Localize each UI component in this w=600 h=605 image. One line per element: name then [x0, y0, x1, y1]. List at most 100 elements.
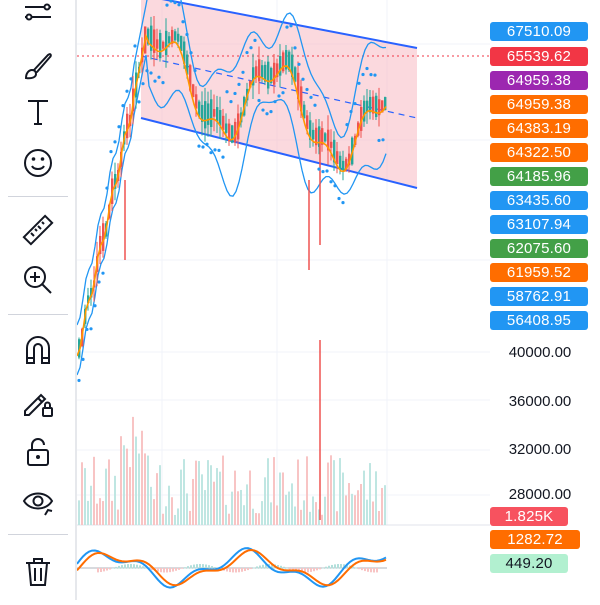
- volume-bar: [90, 485, 92, 525]
- candle-body: [174, 31, 177, 41]
- macd-histogram-bar: [343, 564, 345, 569]
- sar-dot: [185, 32, 189, 37]
- macd-histogram-bar: [283, 566, 285, 569]
- macd-histogram-bar: [340, 564, 342, 569]
- candle-body: [327, 129, 330, 151]
- candle-body: [330, 141, 333, 148]
- price-scale[interactable]: 67510.09 65539.62 64959.38 64959.38 6438…: [490, 0, 600, 600]
- macd-histogram-bar: [364, 568, 366, 572]
- sar-dot: [313, 103, 317, 107]
- volume-bar: [213, 481, 215, 525]
- sar-dot: [177, 3, 181, 7]
- macd-histogram-bar: [322, 567, 324, 569]
- candle-body: [231, 125, 234, 143]
- sar-dot: [365, 66, 369, 71]
- volume-bar: [264, 477, 266, 525]
- sar-dot: [197, 144, 201, 148]
- macd-histogram-bar: [169, 568, 171, 573]
- macd-histogram-bar: [178, 568, 180, 570]
- macd-histogram-bar: [208, 565, 210, 569]
- sar-dot: [377, 138, 381, 143]
- volume-bar: [252, 508, 254, 525]
- macd-histogram-bar: [184, 567, 186, 569]
- volume-bar: [123, 445, 125, 525]
- volume-bar: [381, 487, 383, 525]
- volume-bar: [330, 455, 332, 525]
- sar-dot: [129, 77, 133, 81]
- volume-bar: [306, 456, 308, 525]
- macd-histogram-bar: [280, 565, 282, 569]
- sar-dot: [217, 148, 221, 152]
- volume-bar: [159, 465, 161, 525]
- volume-bar: [369, 463, 371, 525]
- sar-dot: [113, 140, 117, 144]
- macd-histogram-bar: [310, 568, 312, 572]
- magnet-icon[interactable]: [14, 328, 62, 372]
- sar-dot: [105, 186, 109, 190]
- volume-bar: [273, 457, 275, 525]
- candle-body: [309, 120, 312, 140]
- macd-histogram-bar: [259, 565, 261, 569]
- volume-bar: [96, 503, 98, 525]
- macd-histogram-bar: [214, 567, 216, 569]
- volume-bar: [276, 505, 278, 525]
- macd-histogram-bar: [352, 566, 354, 569]
- candle-body: [192, 84, 195, 98]
- volume-bar: [201, 474, 203, 525]
- eye-icon[interactable]: [14, 480, 62, 524]
- candle-body: [126, 113, 129, 139]
- sar-dot: [273, 100, 277, 104]
- macd-histogram-bar: [133, 564, 135, 569]
- volume-bar: [258, 513, 260, 525]
- volume-bar: [147, 455, 149, 525]
- macd-histogram-bar: [325, 566, 327, 569]
- sar-dot: [213, 148, 217, 152]
- volume-bar: [324, 496, 326, 525]
- volume-bar: [339, 458, 341, 525]
- sar-dot: [285, 25, 289, 29]
- volume-bar: [150, 486, 152, 525]
- price-badge: 56408.95: [490, 311, 588, 330]
- macd-histogram-bar: [247, 568, 249, 571]
- candle-body: [294, 67, 297, 82]
- price-scale-label: 36000.00: [508, 393, 572, 410]
- brush-icon[interactable]: [14, 44, 62, 88]
- macd-histogram-bar: [277, 564, 279, 569]
- bollinger-lower-band: [76, 54, 387, 376]
- unlock-icon[interactable]: [14, 430, 62, 474]
- volume-bar: [279, 472, 281, 525]
- trend-line-tools-icon[interactable]: [14, 0, 62, 36]
- candle-body: [342, 160, 345, 171]
- macd-histogram-bar: [289, 568, 291, 570]
- macd-histogram-bar: [106, 568, 108, 571]
- volume-bar: [195, 460, 197, 525]
- ruler-icon[interactable]: [14, 208, 62, 252]
- chart-pane[interactable]: [76, 0, 490, 600]
- volume-bar: [228, 513, 230, 525]
- candle-body: [318, 126, 321, 147]
- candle-body: [237, 113, 240, 140]
- macd-histogram-bar: [193, 564, 195, 569]
- volume-bar: [168, 485, 170, 525]
- sar-dot: [101, 271, 105, 275]
- sar-dot: [293, 46, 297, 50]
- zoom-in-icon[interactable]: [14, 258, 62, 302]
- text-icon[interactable]: [14, 90, 62, 134]
- macd-histogram-bar: [241, 568, 243, 572]
- candle-body: [264, 64, 267, 82]
- volume-bar: [108, 459, 110, 525]
- sar-dot: [109, 149, 113, 154]
- volume-bar: [177, 508, 179, 525]
- price-chart[interactable]: [76, 0, 490, 600]
- volume-bar: [237, 491, 239, 525]
- trash-icon[interactable]: [14, 550, 62, 594]
- volume-bar: [153, 499, 155, 525]
- macd-histogram-bar: [190, 565, 192, 569]
- volume-bar: [255, 513, 257, 525]
- emoji-icon[interactable]: [14, 141, 62, 185]
- sar-dot: [181, 20, 185, 24]
- sar-dot: [121, 104, 125, 108]
- macd-badge: 1282.72: [490, 530, 580, 549]
- volume-bar: [162, 513, 164, 525]
- pencil-lock-icon[interactable]: [14, 380, 62, 424]
